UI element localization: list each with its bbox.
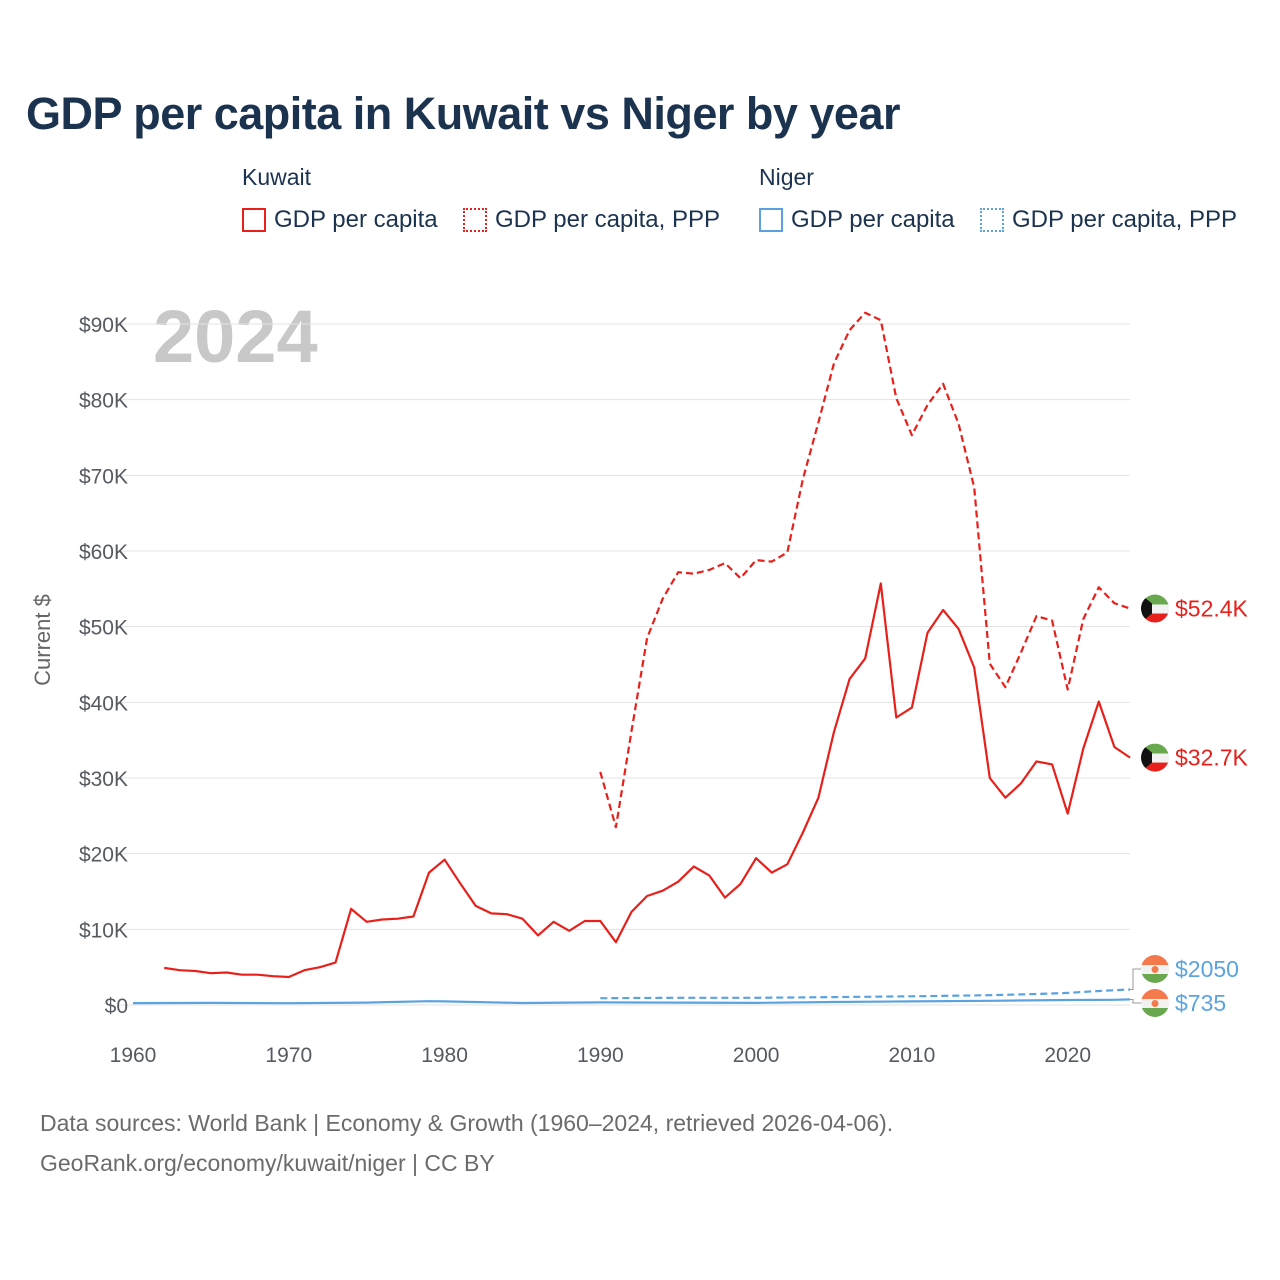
series-line[interactable] xyxy=(600,988,1131,1000)
footer-link[interactable]: GeoRank.org/economy/kuwait/niger | CC BY xyxy=(40,1150,495,1176)
series-lines xyxy=(132,311,1131,1005)
y-tick-label: $80K xyxy=(79,390,128,413)
y-axis-title: Current $ xyxy=(30,594,55,686)
niger-flag-icon xyxy=(1141,955,1169,983)
kuwait-flag-icon xyxy=(1141,743,1169,772)
legend-label-kuwait-gdp: GDP per capita xyxy=(274,206,438,233)
y-tick-label: $10K xyxy=(79,919,128,942)
y-tick-label: $20K xyxy=(79,844,128,867)
legend-swatch-kuwait-ppp xyxy=(463,208,487,232)
footer-sources: Data sources: World Bank | Economy & Gro… xyxy=(40,1110,894,1136)
leader-line xyxy=(1130,968,1141,990)
grid-lines xyxy=(118,323,1130,1006)
end-label-kuwait-gdp: $32.7K xyxy=(1175,745,1249,771)
x-tick-label: 1990 xyxy=(577,1044,624,1067)
series-line[interactable] xyxy=(164,582,1131,979)
legend-label-niger-ppp: GDP per capita, PPP xyxy=(1012,206,1237,233)
legend-label-niger-gdp: GDP per capita xyxy=(791,206,955,233)
end-markers: $52.4K $32.7K $2050 $735 xyxy=(1130,594,1249,1017)
niger-flag-icon xyxy=(1141,989,1169,1017)
chart-title: GDP per capita in Kuwait vs Niger by yea… xyxy=(26,88,901,139)
x-tick-label: 2020 xyxy=(1044,1044,1091,1067)
end-label-kuwait-ppp: $52.4K xyxy=(1175,596,1249,622)
kuwait-flag-icon xyxy=(1141,594,1169,623)
y-tick-label: $60K xyxy=(79,541,128,564)
legend-group-niger: Niger xyxy=(759,164,814,190)
y-tick-label: $40K xyxy=(79,692,128,715)
x-tick-label: 1970 xyxy=(265,1044,312,1067)
y-tick-label: $30K xyxy=(79,768,128,791)
series-line[interactable] xyxy=(599,311,1131,829)
legend-group-kuwait: Kuwait xyxy=(242,164,312,190)
leader-line xyxy=(1130,998,1141,1004)
legend-swatch-niger-gdp xyxy=(759,208,783,232)
legend-label-kuwait-ppp: GDP per capita, PPP xyxy=(495,206,720,233)
legend-item-kuwait-ppp[interactable]: GDP per capita, PPP xyxy=(463,206,720,234)
series-line[interactable] xyxy=(132,998,1131,1005)
y-tick-label: $0 xyxy=(105,995,128,1018)
legend-swatch-kuwait-gdp xyxy=(242,208,266,232)
y-tick-label: $90K xyxy=(79,314,128,337)
legend-swatch-niger-ppp xyxy=(980,208,1004,232)
x-tick-label: 2010 xyxy=(889,1044,936,1067)
y-tick-label: $70K xyxy=(79,465,128,488)
axis-ticks: $0 $10K $20K $30K $40K $50K $60K $70K $80K $90K 19… xyxy=(79,314,1091,1067)
x-tick-label: 1960 xyxy=(110,1044,157,1067)
end-label-niger-gdp: $735 xyxy=(1175,990,1226,1016)
year-watermark: 2024 xyxy=(153,295,318,378)
legend-item-kuwait-gdp[interactable]: GDP per capita xyxy=(242,206,438,234)
legend-item-niger-ppp[interactable]: GDP per capita, PPP xyxy=(980,206,1237,234)
legend-item-niger-gdp[interactable]: GDP per capita xyxy=(759,206,955,234)
y-tick-label: $50K xyxy=(79,617,128,640)
x-tick-label: 1980 xyxy=(421,1044,468,1067)
x-tick-label: 2000 xyxy=(733,1044,780,1067)
end-label-niger-ppp: $2050 xyxy=(1175,956,1239,982)
